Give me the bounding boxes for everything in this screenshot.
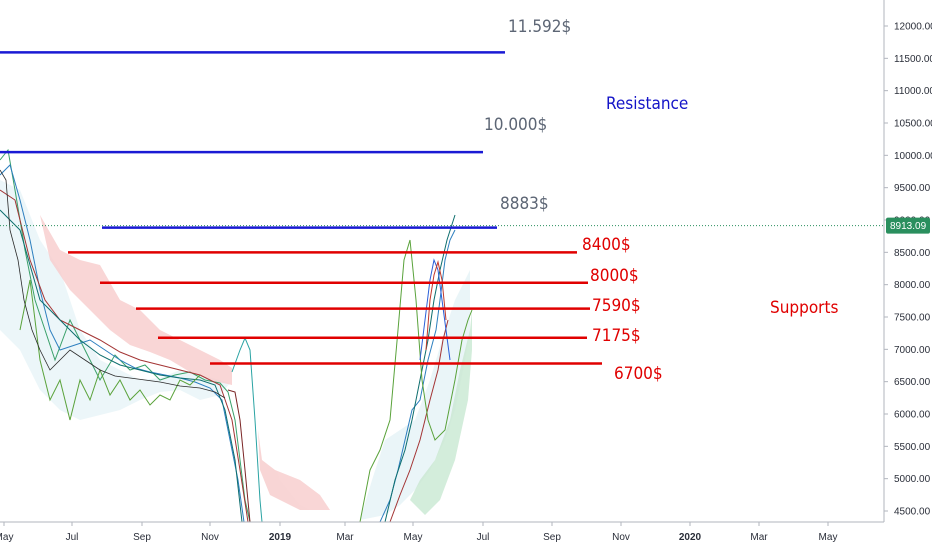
current-price-tag: 8913.09 (886, 217, 930, 234)
y-tick-label: 9500.00 (894, 183, 931, 194)
current-price-tag-box (886, 217, 930, 234)
reference-labels: 11.592$ 10.000$ 8883$ 8400$ 8000$ 7590$ 7175$ 6… (484, 17, 663, 384)
x-tick-label: Sep (543, 532, 561, 543)
current-price-tag-label: 8913.09 (890, 221, 927, 232)
x-tick-label: Jul (66, 532, 79, 543)
x-tick-label: Sep (133, 532, 151, 543)
y-tick-label: 6000.00 (894, 410, 931, 421)
y-axis-ticks: 4500.00 5000.00 5500.00 6000.00 6500.00 7000.… (884, 22, 932, 518)
support-label: 6700$ (614, 364, 663, 384)
y-tick-label: 6500.00 (894, 377, 931, 388)
x-tick-label: Nov (201, 532, 219, 543)
x-tick-label: 2020 (679, 532, 702, 543)
y-tick-label: 4500.00 (894, 507, 931, 518)
indicator-lines (0, 148, 473, 523)
y-tick-label: 10500.00 (894, 119, 932, 130)
supports-title: Supports (770, 298, 838, 318)
support-label: 8400$ (582, 235, 631, 255)
y-tick-label: 5500.00 (894, 442, 931, 453)
x-tick-label: Nov (612, 532, 630, 543)
resistance-label: 11.592$ (508, 17, 571, 37)
y-tick-label: 12000.00 (894, 22, 932, 33)
y-tick-label: 5000.00 (894, 474, 931, 485)
support-label: 7590$ (592, 296, 641, 316)
y-tick-label: 11000.00 (894, 86, 932, 97)
resistance-label: 10.000$ (484, 115, 547, 135)
y-tick-label: 8000.00 (894, 280, 931, 291)
x-tick-label: 2019 (269, 532, 292, 543)
y-tick-label: 8500.00 (894, 248, 931, 259)
y-tick-label: 7500.00 (894, 313, 931, 324)
x-tick-label: Jul (477, 532, 490, 543)
y-tick-label: 11500.00 (894, 54, 932, 65)
resistance-label: 8883$ (500, 194, 549, 214)
x-tick-label: May (819, 532, 838, 543)
ichimoku-cloud (0, 180, 472, 522)
reference-lines (0, 51, 602, 365)
x-axis-ticks: May Jul Sep Nov 2019 Mar May Jul Sep Nov 2020 Mar Ma… (0, 522, 837, 543)
x-tick-label: May (0, 532, 13, 543)
resistance-title: Resistance (606, 94, 688, 114)
support-label: 8000$ (590, 266, 639, 286)
y-tick-label: 7000.00 (894, 345, 931, 356)
y-tick-label: 10000.00 (894, 151, 932, 162)
x-tick-label: Mar (336, 532, 354, 543)
support-label: 7175$ (592, 326, 641, 346)
x-tick-label: Mar (750, 532, 768, 543)
x-tick-label: May (404, 532, 423, 543)
